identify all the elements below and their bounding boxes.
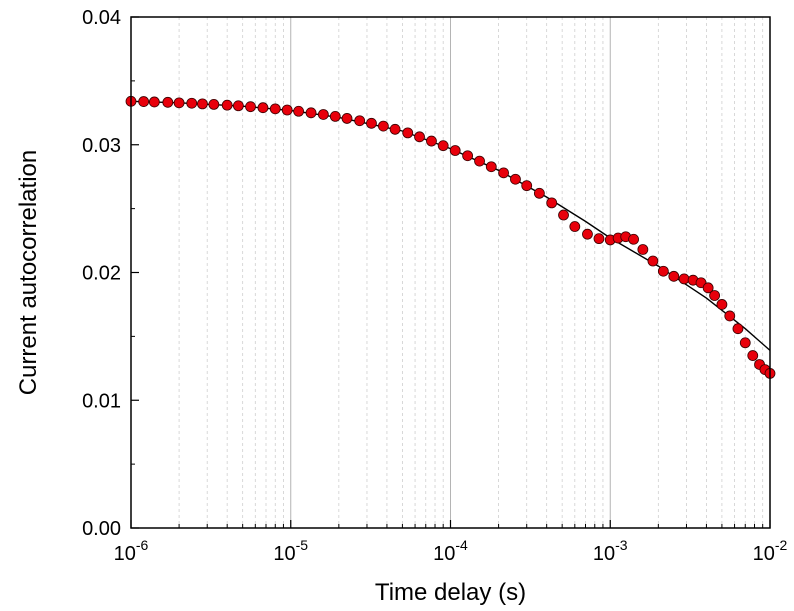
x-tick-label: 10-2 — [753, 537, 788, 565]
data-point — [732, 323, 744, 335]
x-tick-exponent: -3 — [615, 537, 628, 553]
axes: 10-6 10-5 10-4 10-3 10-20.000.010.020.030.04 — [82, 7, 787, 565]
x-tick-base: 10 — [433, 543, 455, 565]
data-point — [569, 221, 581, 232]
x-tick-base: 10 — [593, 543, 615, 565]
grid — [178, 17, 764, 528]
data-point — [232, 100, 244, 112]
data-point — [341, 113, 353, 124]
x-tick-base: 10 — [114, 543, 136, 565]
data-point — [462, 150, 474, 162]
data-point — [437, 140, 449, 152]
data-point — [724, 310, 736, 322]
data-point — [702, 282, 714, 294]
data-point — [510, 173, 521, 185]
data-point — [245, 101, 256, 113]
data-point — [138, 96, 150, 107]
x-tick-label: 10-6 — [114, 537, 149, 565]
y-tick-label: 0.02 — [82, 263, 121, 285]
data-point — [449, 145, 461, 156]
data-point — [377, 120, 389, 132]
data-point — [389, 123, 401, 135]
x-tick-label: 10-3 — [593, 537, 628, 565]
y-tick-label: 0.00 — [82, 518, 121, 540]
y-tick-label: 0.03 — [82, 135, 121, 157]
data-point — [716, 299, 728, 310]
data-point — [293, 105, 305, 117]
data-point — [221, 99, 233, 111]
data-point — [186, 97, 198, 109]
data-point — [668, 270, 680, 282]
data-point — [269, 103, 281, 115]
data-point — [414, 131, 425, 143]
x-tick-label: 10-4 — [433, 537, 468, 565]
data-point — [208, 98, 220, 110]
data-point — [162, 96, 174, 108]
data-point — [173, 97, 185, 109]
data-point — [485, 161, 497, 173]
x-tick-exponent: -2 — [775, 537, 788, 553]
x-axis-title: Time delay (s) — [375, 579, 526, 606]
x-tick-label: 10-5 — [273, 537, 308, 565]
data-point — [521, 180, 533, 192]
data-point — [747, 350, 759, 361]
data-point — [558, 209, 569, 221]
data-point — [329, 110, 341, 122]
x-tick-exponent: -6 — [136, 537, 149, 553]
x-tick-base: 10 — [273, 543, 295, 565]
y-tick-label: 0.01 — [82, 390, 121, 412]
data-point — [546, 197, 558, 209]
data-point — [402, 127, 414, 139]
data-point — [709, 290, 721, 301]
x-tick-exponent: -5 — [296, 537, 309, 553]
data-point — [197, 98, 208, 110]
data-point — [148, 96, 160, 108]
data-point — [317, 109, 329, 120]
data-point — [366, 117, 377, 129]
y-tick-label: 0.04 — [82, 7, 121, 29]
data-point — [657, 265, 669, 277]
data-point — [426, 135, 437, 147]
data-point — [647, 255, 659, 267]
data-point — [257, 102, 269, 114]
data-point — [582, 228, 593, 240]
data-point — [628, 233, 639, 245]
data-point — [678, 273, 690, 285]
y-axis-title: Current autocorrelation — [15, 150, 42, 395]
data-point — [593, 233, 605, 245]
data-point — [281, 104, 293, 116]
data-point — [533, 187, 545, 199]
data-point — [739, 337, 751, 349]
x-tick-exponent: -4 — [455, 537, 468, 553]
x-tick-base: 10 — [753, 543, 775, 565]
data-point — [354, 115, 366, 127]
data-point — [637, 244, 649, 255]
data-point — [498, 167, 510, 179]
data-points — [125, 95, 776, 379]
data-point — [305, 107, 317, 119]
data-point — [474, 155, 485, 167]
